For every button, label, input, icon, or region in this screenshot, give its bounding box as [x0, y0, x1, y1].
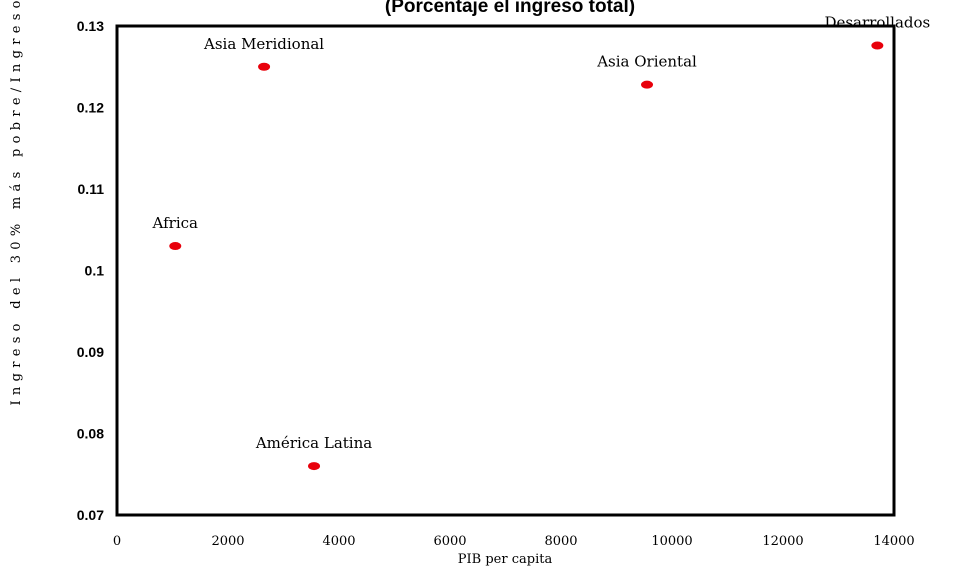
x-axis-ticks: 0 2000 4000 6000 8000 10000 12000 14000 — [113, 534, 915, 549]
x-tick-label: 0 — [113, 534, 121, 549]
chart-title: (Porcentaje el ingreso total) — [385, 0, 635, 17]
x-axis-label: PIB per capita — [458, 552, 553, 567]
y-axis-ticks: 0.07 0.08 0.09 0.1 0.11 0.12 0.13 — [77, 18, 104, 523]
point-label: Asia Oriental — [596, 53, 697, 71]
x-tick-label: 8000 — [544, 534, 577, 549]
data-points — [169, 41, 884, 471]
point-labels: Africa Asia Meridional América Latina Asia … — [152, 14, 931, 453]
point-label: Asia Meridional — [203, 35, 324, 53]
point-label: América Latina — [255, 434, 372, 452]
y-tick-label: 0.07 — [77, 507, 104, 523]
y-tick-label: 0.11 — [78, 181, 105, 197]
y-tick-label: 0.1 — [85, 263, 105, 279]
data-point — [641, 80, 654, 89]
x-tick-label: 6000 — [433, 534, 466, 549]
plot-area-frame — [115, 24, 896, 517]
y-tick-label: 0.13 — [77, 18, 104, 34]
data-point — [871, 41, 884, 50]
data-point — [258, 62, 271, 71]
point-label: Desarrollados — [824, 14, 930, 32]
y-axis-label: Ingreso del 30% más pobre/Ingreso — [9, 0, 24, 405]
data-point — [169, 242, 182, 251]
x-tick-label: 4000 — [322, 534, 355, 549]
x-tick-label: 12000 — [762, 534, 803, 549]
y-tick-label: 0.08 — [77, 426, 104, 442]
x-tick-label: 10000 — [651, 534, 692, 549]
data-point — [308, 462, 321, 471]
y-tick-label: 0.09 — [77, 344, 104, 360]
point-label: Africa — [152, 214, 198, 232]
y-tick-label: 0.12 — [77, 100, 104, 116]
x-tick-label: 2000 — [211, 534, 244, 549]
x-tick-label: 14000 — [873, 534, 914, 549]
